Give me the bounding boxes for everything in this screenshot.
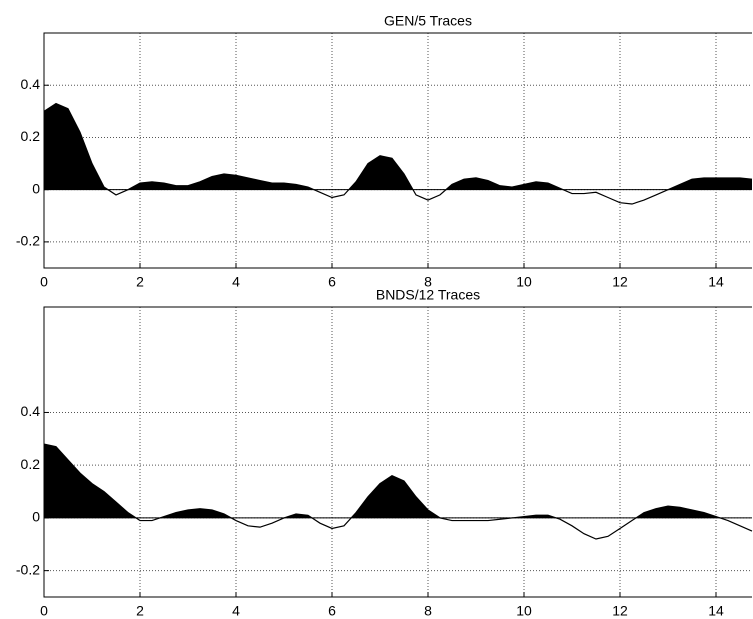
x-tick-label: 2 (136, 603, 144, 619)
chart-title: BNDS/12 Traces (376, 287, 480, 303)
x-tick-label: 4 (232, 603, 240, 619)
y-tick-label: -0.2 (16, 233, 40, 249)
y-tick-label: 0.2 (21, 456, 41, 472)
x-tick-label: 8 (424, 274, 432, 290)
x-tick-label: 10 (516, 603, 532, 619)
trace-line (43, 443, 753, 540)
positive-area (44, 103, 752, 190)
y-tick-label: 0 (32, 509, 40, 525)
x-tick-label: 14 (708, 274, 724, 290)
subplot: BNDS/12 Traces 0 2 4 6 8 10 12 14 -0.2 0 0.2 0.4 (16, 287, 753, 619)
y-tick-label: -0.2 (16, 561, 40, 577)
x-tick-label: 14 (708, 603, 724, 619)
y-tick-label: 0.4 (21, 76, 41, 92)
axes-frame (43, 32, 752, 269)
positive-area (44, 444, 752, 518)
x-tick-label: 0 (40, 274, 48, 290)
x-tick-label: 6 (328, 274, 336, 290)
chart-title: GEN/5 Traces (384, 13, 472, 29)
x-tick-label: 6 (328, 603, 336, 619)
x-tick-label: 10 (516, 274, 532, 290)
x-tick-label: 4 (232, 274, 240, 290)
y-tick-label: 0 (32, 180, 40, 196)
subplot: GEN/5 Traces 0 2 4 6 8 10 12 14 -0.2 0 0.2 0.4 (16, 13, 753, 290)
y-tick-label: 0.2 (21, 128, 41, 144)
x-tick-label: 2 (136, 274, 144, 290)
x-tick-label: 0 (40, 603, 48, 619)
x-tick-label: 8 (424, 603, 432, 619)
trace-line (43, 102, 753, 205)
x-tick-label: 12 (612, 603, 628, 619)
x-tick-label: 12 (612, 274, 628, 290)
axes-frame (43, 306, 752, 598)
y-tick-label: 0.4 (21, 403, 41, 419)
